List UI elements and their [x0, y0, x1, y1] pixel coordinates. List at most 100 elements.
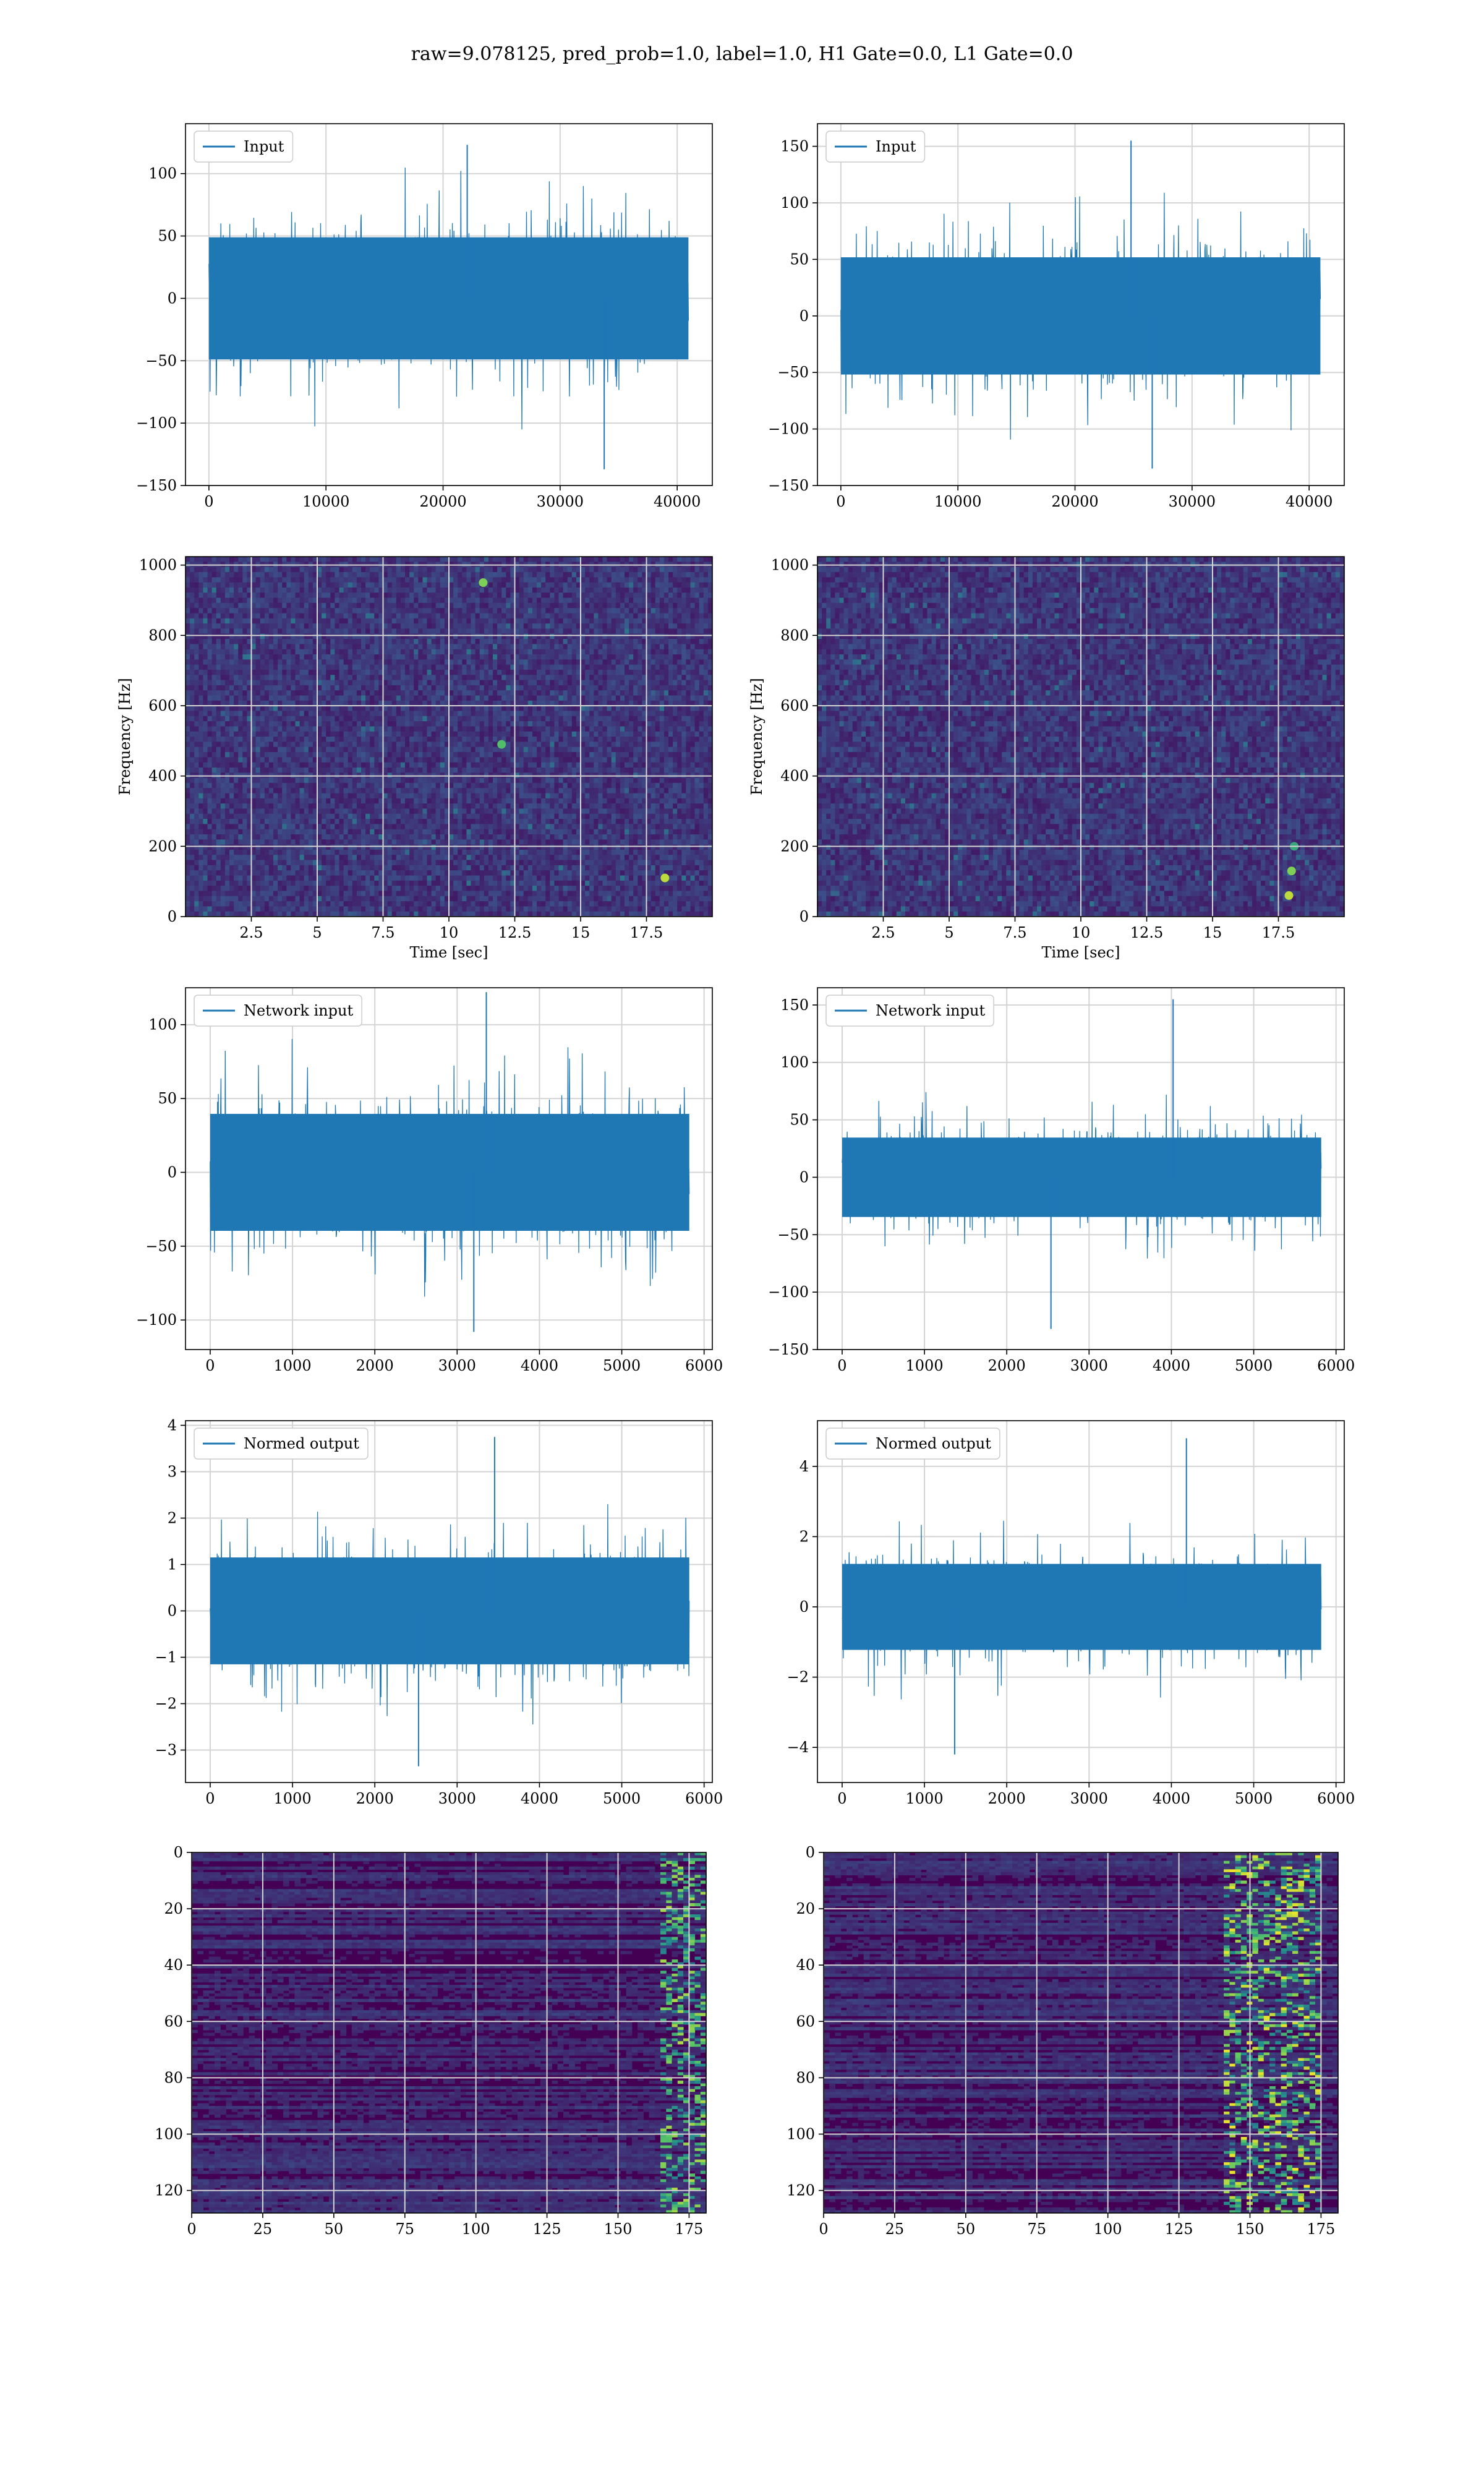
- heatmap-cell: [312, 762, 318, 768]
- heatmap-cell: [510, 664, 516, 670]
- heatmap-cell: [589, 690, 594, 696]
- heatmap-cell: [458, 567, 463, 573]
- heatmap-cell: [238, 751, 243, 758]
- heatmap-cell: [370, 669, 375, 675]
- heatmap-cell: [462, 680, 467, 686]
- heatmap-cell: [278, 675, 283, 681]
- heatmap-cell: [558, 618, 564, 624]
- heatmap-cell: [234, 644, 239, 650]
- heatmap-cell: [216, 618, 221, 624]
- heatmap-cell: [242, 593, 247, 599]
- heatmap-cell: [681, 613, 686, 619]
- heatmap-cell: [317, 608, 322, 614]
- heatmap-cell: [571, 731, 577, 737]
- heatmap-cell: [264, 700, 270, 706]
- heatmap-cell: [247, 751, 252, 758]
- heatmap-cell: [642, 700, 647, 706]
- heatmap-cell: [625, 742, 629, 748]
- heatmap-cell: [348, 669, 353, 675]
- heatmap-cell: [440, 731, 445, 737]
- heatmap-cell: [567, 633, 573, 640]
- heatmap-cell: [532, 639, 537, 644]
- heatmap-cell: [602, 664, 608, 670]
- heatmap-cell: [278, 659, 283, 666]
- heatmap-cell: [471, 593, 476, 599]
- heatmap-cell: [396, 675, 401, 681]
- heatmap-cell: [519, 664, 524, 670]
- heatmap-cell: [286, 633, 291, 640]
- heatmap-cell: [449, 716, 454, 722]
- heatmap-cell: [356, 649, 362, 655]
- heatmap-cell: [343, 706, 349, 711]
- heatmap-cell: [431, 664, 437, 670]
- heatmap-cell: [673, 726, 678, 732]
- heatmap-cell: [211, 737, 217, 742]
- heatmap-cell: [190, 633, 195, 640]
- heatmap-cell: [633, 669, 638, 675]
- heatmap-cell: [694, 742, 700, 748]
- heatmap-cell: [431, 557, 437, 562]
- heatmap-cell: [563, 577, 568, 583]
- heatmap-cell: [322, 747, 326, 753]
- heatmap-cell: [278, 664, 283, 670]
- heatmap-cell: [655, 593, 660, 599]
- heatmap-cell: [207, 737, 213, 742]
- heatmap-cell: [444, 706, 450, 711]
- heatmap-cell: [207, 654, 213, 660]
- heatmap-cell: [299, 669, 305, 675]
- heatmap-cell: [247, 644, 252, 650]
- heatmap-cell: [352, 659, 357, 666]
- heatmap-cell: [466, 757, 472, 763]
- heatmap-cell: [260, 597, 265, 604]
- heatmap-cell: [414, 716, 419, 722]
- heatmap-cell: [497, 618, 502, 624]
- heatmap-cell: [260, 628, 265, 635]
- heatmap-cell: [545, 721, 550, 727]
- heatmap-cell: [383, 587, 388, 593]
- heatmap-cell: [501, 695, 506, 701]
- heatmap-cell: [405, 593, 410, 599]
- heatmap-cell: [299, 726, 305, 732]
- heatmap-cell: [273, 582, 278, 588]
- heatmap-cell: [650, 623, 656, 629]
- heatmap-cell: [330, 582, 335, 588]
- heatmap-cell: [458, 726, 463, 732]
- heatmap-cell: [264, 567, 270, 573]
- heatmap-cell: [251, 757, 257, 763]
- heatmap-cell: [216, 557, 221, 562]
- heatmap-cell: [444, 593, 450, 599]
- heatmap-cell: [326, 639, 331, 644]
- heatmap-cell: [229, 628, 234, 635]
- heatmap-cell: [475, 593, 480, 599]
- heatmap-cell: [383, 737, 388, 742]
- heatmap-cell: [278, 757, 283, 763]
- heatmap-cell: [707, 649, 713, 655]
- heatmap-cell: [449, 742, 454, 748]
- heatmap-cell: [286, 577, 291, 583]
- heatmap-cell: [602, 571, 608, 578]
- heatmap-cell: [431, 567, 437, 573]
- heatmap-cell: [554, 664, 560, 670]
- heatmap-cell: [207, 685, 213, 691]
- heatmap-cell: [567, 597, 573, 604]
- heatmap-cell: [638, 571, 642, 578]
- heatmap-cell: [268, 608, 274, 614]
- heatmap-cell: [673, 716, 678, 722]
- heatmap-cell: [541, 608, 546, 614]
- heatmap-cell: [707, 751, 713, 758]
- heatmap-cell: [488, 557, 493, 562]
- heatmap-cell: [282, 587, 287, 593]
- heatmap-cell: [186, 726, 190, 732]
- heatmap-cell: [194, 633, 199, 640]
- heatmap-cell: [295, 587, 301, 593]
- heatmap-cell: [488, 613, 493, 619]
- heatmap-cell: [488, 623, 493, 629]
- heatmap-cell: [563, 623, 568, 629]
- heatmap-cell: [396, 751, 401, 758]
- heatmap-cell: [493, 706, 498, 711]
- heatmap-cell: [343, 711, 349, 717]
- heatmap-cell: [694, 608, 700, 614]
- heatmap-cell: [681, 721, 686, 727]
- heatmap-cell: [668, 690, 673, 696]
- heatmap-cell: [598, 587, 603, 593]
